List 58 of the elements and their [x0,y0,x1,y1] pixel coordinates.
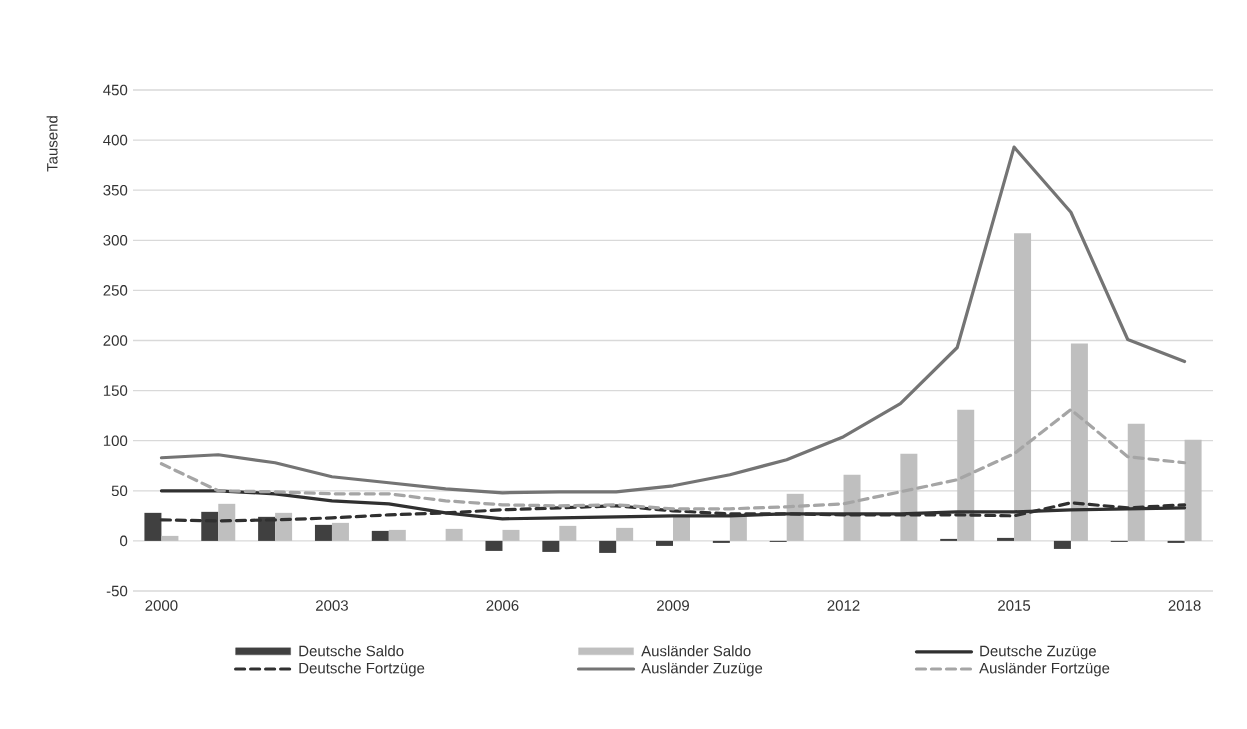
bar [616,527,634,541]
bar [1070,343,1088,541]
x-tick-label: 2003 [316,600,348,611]
bar [201,511,219,541]
y-tick-label: 350 [103,184,128,196]
y-axis-title: Tausend [46,116,58,172]
y-tick-label: 400 [103,134,128,146]
bar [1167,540,1185,543]
y-tick-label: 250 [103,285,128,296]
y-tick-label: 200 [103,335,128,346]
legend-label: Deutsche Saldo [299,645,404,657]
y-tick-label: 300 [103,234,128,246]
x-tick-label: 2015 [998,600,1031,611]
bar [843,474,861,541]
bar [1127,423,1145,541]
bar [502,529,520,541]
bar [485,540,503,551]
line-series [159,145,1187,495]
bar [656,540,674,546]
legend-label: Ausländer Zuzüge [641,662,763,677]
bar [314,524,332,541]
y-tick-label: -50 [106,585,128,597]
bar [997,537,1015,541]
bar [275,512,293,541]
y-tick-label: 150 [103,385,128,396]
bar [729,514,747,541]
bar [1014,233,1032,541]
bar [445,528,463,541]
y-tick-label: 0 [120,535,128,547]
bar [144,512,162,541]
legend-label: Deutsche Zuzüge [980,645,1096,660]
bar [559,525,577,541]
bar [1184,439,1202,541]
bar [712,540,730,543]
x-tick-label: 2000 [145,600,178,611]
bar [371,530,389,541]
x-tick-label: 2009 [657,600,689,611]
bar [957,409,975,541]
legend-label: Ausländer Saldo [641,645,751,657]
line-series [159,408,1187,511]
bar [940,538,958,541]
legend-label: Ausländer Fortzüge [979,662,1110,677]
bar [388,529,406,541]
y-tick-label: 100 [103,435,128,446]
bar [218,503,236,541]
bar [331,522,349,541]
bar [542,540,560,552]
y-tick-label: 450 [103,84,128,96]
x-tick-label: 2006 [486,600,519,611]
bar [1053,540,1071,549]
legend-label: Deutsche Fortzüge [299,662,425,677]
x-tick-label: 2012 [827,600,860,611]
bar [161,535,179,541]
x-tick-label: 2018 [1168,600,1201,611]
y-tick-label: 50 [111,485,128,497]
bar [599,540,617,553]
bar [900,453,918,541]
bar [673,516,691,541]
